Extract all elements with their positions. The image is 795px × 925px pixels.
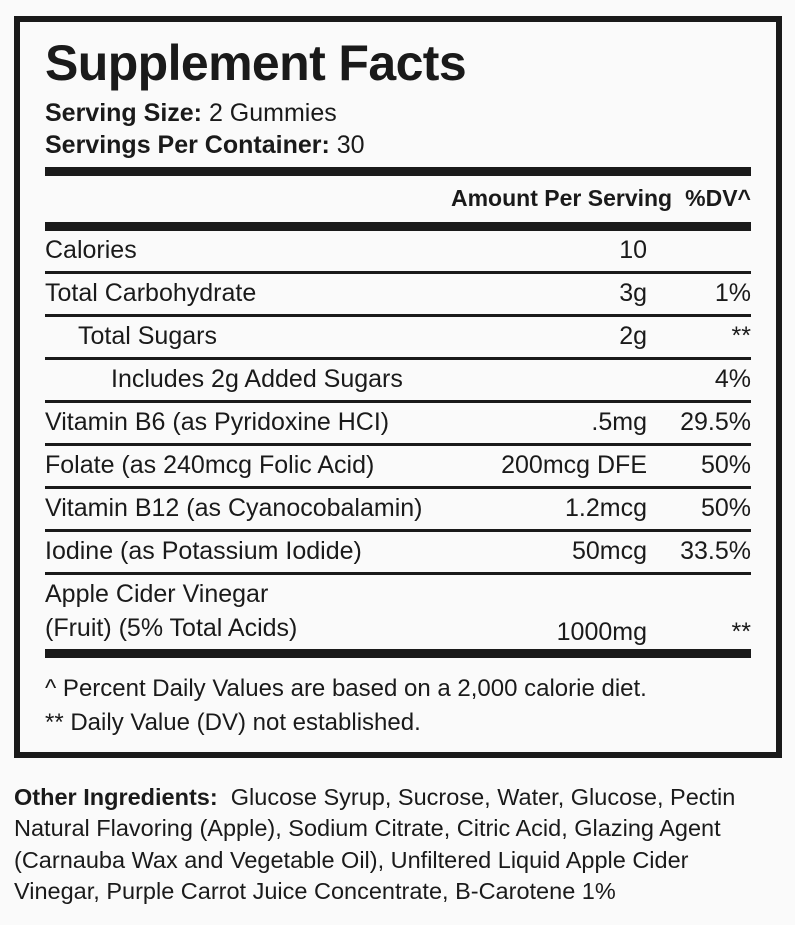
nutrient-dv-cell: 4% [647,357,751,402]
other-ingredients-line-3-wrap: Vinegar, Purple Carrot Juice Concentrate… [14,876,782,907]
nutrient-name-cell: Calories [45,231,451,273]
nutrient-name-cell: Apple Cider Vinegar (Fruit) (5% Total Aci… [45,572,451,649]
nutrient-dv-cell: ** [647,314,751,359]
nutrient-amount-cell: 3g [451,271,647,316]
nutrient-amount-cell: 2g [451,314,647,359]
servings-per-container-line: Servings Per Container: 30 [45,129,762,161]
table-row: Calories 10 [45,231,751,273]
other-ingredients-line-0: Glucose Syrup, Sucrose, Water, Glucose, … [230,784,736,810]
table-row: Includes 2g Added Sugars 4% [45,357,751,402]
other-ingredients-line-1-wrap: Natural Flavoring (Apple), Sodium Citrat… [14,813,782,844]
table-row: Vitamin B12 (as Cyanocobalamin) 1.2mcg 50% [45,486,751,531]
other-ingredients-line-3: Vinegar, Purple Carrot Juice Concentrate… [14,877,616,904]
nutrient-amount-cell: 50mcg [451,529,647,574]
nutrient-rows-body: Calories 10 Total Carbohydrate 3g 1% Total Su… [45,231,751,649]
nutrient-name-cell: Includes 2g Added Sugars [45,357,451,402]
serving-size-value: 2 Gummies [208,99,337,127]
nutrient-amount-cell: 200mcg DFE [451,443,647,488]
supplement-facts-panel: Supplement Facts Serving Size: 2 Gummies… [14,16,782,758]
nutrient-rows-table: Calories 10 Total Carbohydrate 3g 1% Total Su… [45,231,751,649]
nutrient-name-cell: Total Sugars [45,314,451,359]
table-row: Iodine (as Potassium Iodide) 50mcg 33.5% [45,529,751,574]
serving-info: Serving Size: 2 Gummies Servings Per Con… [34,97,762,161]
nutrient-amount-cell: 1.2mcg [451,486,647,531]
footnotes-block: ^ Percent Daily Values are based on a 2,… [45,658,751,740]
table-row: Folate (as 240mcg Folic Acid) 200mcg DFE 5… [45,443,751,488]
table-row: Total Sugars 2g ** [45,314,751,359]
nutrient-dv-cell [647,231,751,273]
header-dv-cell: %DV^ [685,185,751,211]
nutrient-dv-cell: 50% [647,486,751,531]
nutrient-name: Includes 2g Added Sugars [111,365,403,393]
nutrient-name-cell: Vitamin B6 (as Pyridoxine HCI) [45,400,451,445]
nutrient-dv-cell: ** [647,572,751,649]
other-ingredients-first-line: Other Ingredients: Glucose Syrup, Sucros… [14,782,782,813]
nutrient-name-second-line: (Fruit) (5% Total Acids) [45,614,298,642]
nutrient-name: Calories [45,236,137,264]
nutrient-name: Folate (as 240mcg Folic Acid) [45,451,375,479]
serving-size-line: Serving Size: 2 Gummies [45,97,762,129]
other-ingredients-label: Other Ingredients: [14,784,218,810]
nutrient-dv-cell: 33.5% [647,529,751,574]
nutrition-table-body: Amount Per Serving %DV^ [45,176,751,222]
nutrient-name-cell: Iodine (as Potassium Iodide) [45,529,451,574]
footnote-1: ** Daily Value (DV) not established. [45,709,421,737]
other-ingredients-block: Other Ingredients: Glucose Syrup, Sucros… [14,782,782,907]
table-header-row: Amount Per Serving %DV^ [45,176,751,222]
other-ingredients-line-2-wrap: (Carnauba Wax and Vegetable Oil), Unfilt… [14,845,782,876]
nutrient-name-cell: Total Carbohydrate [45,271,451,316]
panel-title: Supplement Facts [45,35,467,91]
other-ingredients-line-2: (Carnauba Wax and Vegetable Oil), Unfilt… [14,846,689,873]
table-row: Apple Cider Vinegar (Fruit) (5% Total Aci… [45,572,751,649]
serving-size-label: Serving Size: [45,99,202,127]
table-row: Vitamin B6 (as Pyridoxine HCI) .5mg 29.5% [45,400,751,445]
rule-below-table-header [45,222,751,231]
nutrient-name: Total Sugars [78,322,217,350]
nutrient-amount-cell: 1000mg [451,572,647,649]
table-row: Total Carbohydrate 3g 1% [45,271,751,316]
nutrient-name-cell: Vitamin B12 (as Cyanocobalamin) [45,486,451,531]
nutrient-amount-cell [451,357,647,402]
header-name-cell [45,176,451,222]
nutrient-name-cell: Folate (as 240mcg Folic Acid) [45,443,451,488]
nutrition-table: Amount Per Serving %DV^ [45,176,751,222]
nutrient-dv-cell: 50% [647,443,751,488]
nutrient-name: Vitamin B12 (as Cyanocobalamin) [45,494,423,522]
nutrient-name: Vitamin B6 (as Pyridoxine HCI) [45,408,390,436]
footnote-0: ^ Percent Daily Values are based on a 2,… [45,675,647,702]
header-amount-cell: Amount Per Serving [451,185,673,211]
other-ingredients-line-1: Natural Flavoring (Apple), Sodium Citrat… [14,815,721,842]
nutrient-dv-cell: 1% [647,271,751,316]
nutrient-name: Total Carbohydrate [45,279,257,307]
nutrient-name: Apple Cider Vinegar [45,580,269,608]
servings-per-container-value: 30 [336,131,365,159]
nutrient-name: Iodine (as Potassium Iodide) [45,537,362,565]
rule-below-serving-info [45,167,751,176]
nutrient-amount-cell: 10 [619,236,647,264]
servings-per-container-label: Servings Per Container: [45,131,330,159]
nutrient-dv-cell: 29.5% [647,400,751,445]
rule-above-footnotes [45,649,751,658]
nutrient-amount-cell: .5mg [451,400,647,445]
